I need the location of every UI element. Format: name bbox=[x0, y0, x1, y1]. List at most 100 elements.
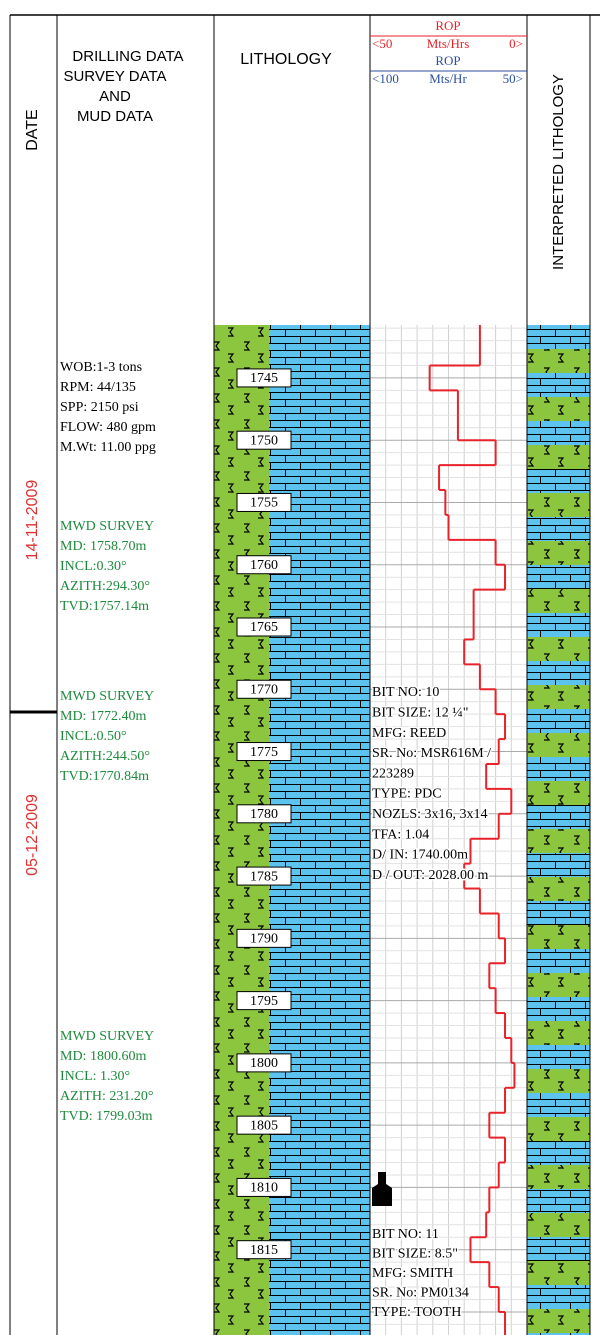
litho-band bbox=[527, 1069, 590, 1093]
drilling-header: MUD DATA bbox=[77, 108, 153, 125]
litho-band bbox=[527, 733, 590, 757]
litho-band bbox=[527, 709, 590, 733]
bit-text: NOZLS: 3x16, 3x14 bbox=[372, 807, 488, 822]
depth-label: 1785 bbox=[250, 869, 278, 884]
survey-text: AZITH:294.30° bbox=[60, 579, 150, 594]
depth-label: 1765 bbox=[250, 620, 278, 635]
depth-box bbox=[236, 928, 292, 948]
depth-box bbox=[236, 1053, 292, 1073]
litho-band bbox=[527, 1117, 590, 1141]
litho-band bbox=[527, 685, 590, 709]
bit-text: BIT NO: 10 bbox=[372, 685, 439, 700]
depth-label: 1760 bbox=[250, 558, 278, 573]
bit-icon bbox=[372, 1172, 392, 1206]
drilling-data: M.Wt: 11.00 ppg bbox=[60, 440, 156, 455]
litho-band bbox=[527, 637, 590, 661]
litho-band bbox=[527, 1237, 590, 1261]
bit-text: BIT SIZE: 8.5" bbox=[372, 1247, 458, 1262]
survey-text: AZITH: 231.20° bbox=[60, 1089, 153, 1104]
depth-label: 1770 bbox=[250, 682, 278, 697]
depth-box bbox=[236, 742, 292, 762]
rop-scale-left: <100 bbox=[372, 71, 399, 86]
litho-band bbox=[527, 589, 590, 613]
drilling-header: DRILLING DATA bbox=[72, 48, 183, 65]
bit-text: 223289 bbox=[372, 766, 414, 781]
rop-scale-left: <50 bbox=[372, 36, 392, 51]
litho-band bbox=[527, 877, 590, 901]
bit-text: MFG: SMITH bbox=[372, 1266, 453, 1281]
survey-text: INCL: 1.30° bbox=[60, 1069, 130, 1084]
litho-band bbox=[527, 805, 590, 829]
depth-box bbox=[236, 679, 292, 699]
rop-unit: Mts/Hr bbox=[429, 71, 467, 86]
frame bbox=[9, 14, 600, 1335]
bit-text: SR. No: MSR616M / bbox=[372, 746, 491, 761]
bit-text: D / OUT: 2028.00 m bbox=[372, 868, 488, 883]
survey-text: AZITH:244.50° bbox=[60, 749, 150, 764]
litho-band bbox=[527, 829, 590, 853]
rop-title: ROP bbox=[435, 18, 460, 33]
litho-band bbox=[527, 1141, 590, 1165]
date-label: 05-12-2009 bbox=[24, 794, 41, 876]
interpreted-lithology bbox=[527, 325, 590, 1335]
survey-text: TVD:1757.14m bbox=[60, 599, 149, 614]
drilling-header: SURVEY DATA bbox=[63, 68, 166, 85]
depth-label: 1810 bbox=[250, 1181, 278, 1196]
litho-band bbox=[527, 373, 590, 397]
bit-text: BIT SIZE: 12 ¼" bbox=[372, 706, 468, 721]
depth-box bbox=[236, 991, 292, 1011]
depth-label: 1775 bbox=[250, 745, 278, 760]
drilling-data: WOB:1-3 tons bbox=[60, 360, 142, 375]
survey-text: INCL:0.30° bbox=[60, 559, 127, 574]
depth-box bbox=[236, 492, 292, 512]
litho-band bbox=[527, 469, 590, 493]
depth-label: 1750 bbox=[250, 433, 278, 448]
litho-band bbox=[527, 925, 590, 949]
litho-band bbox=[527, 325, 590, 349]
litho-band bbox=[527, 1045, 590, 1069]
depth-label: 1780 bbox=[250, 807, 278, 822]
litho-band bbox=[527, 781, 590, 805]
depth-label: 1815 bbox=[250, 1243, 278, 1258]
depth-box bbox=[236, 804, 292, 824]
litho-band bbox=[527, 517, 590, 541]
litho-band bbox=[527, 1333, 590, 1335]
depth-box bbox=[236, 1177, 292, 1197]
litho-band bbox=[527, 613, 590, 637]
bit-text: D/ IN: 1740.00m bbox=[372, 848, 468, 863]
depth-box bbox=[236, 368, 292, 388]
bit-text: SR. No: PM0134 bbox=[372, 1286, 469, 1301]
survey-text: TVD:1770.84m bbox=[60, 769, 149, 784]
depth-box bbox=[236, 617, 292, 637]
survey-text: INCL:0.50° bbox=[60, 729, 127, 744]
drilling-data: RPM: 44/135 bbox=[60, 380, 136, 395]
drilling-data: FLOW: 480 gpm bbox=[60, 420, 156, 435]
litho-band bbox=[527, 901, 590, 925]
litho-band bbox=[527, 565, 590, 589]
rop-scale-right: 50> bbox=[503, 71, 523, 86]
litho-band bbox=[527, 853, 590, 877]
depth-label: 1800 bbox=[250, 1056, 278, 1071]
litho-band bbox=[527, 1261, 590, 1285]
litho-band bbox=[527, 493, 590, 517]
litho-band bbox=[527, 661, 590, 685]
date-label: 14-11-2009 bbox=[24, 480, 41, 561]
lithology-header: LITHOLOGY bbox=[240, 51, 332, 68]
litho-band bbox=[527, 1093, 590, 1117]
drilling-data: SPP: 2150 psi bbox=[60, 400, 139, 415]
bit-text: TYPE: PDC bbox=[372, 787, 442, 802]
survey-text: MD: 1772.40m bbox=[60, 709, 146, 724]
survey-text: MWD SURVEY bbox=[60, 519, 154, 534]
litho-band bbox=[527, 997, 590, 1021]
depth-label: 1805 bbox=[250, 1118, 278, 1133]
depth-box bbox=[236, 1115, 292, 1135]
litho-band bbox=[527, 1165, 590, 1189]
litho-band bbox=[527, 1189, 590, 1213]
rop-title: ROP bbox=[435, 53, 460, 68]
depth-box bbox=[236, 866, 292, 886]
litho-band bbox=[527, 349, 590, 373]
survey-text: MWD SURVEY bbox=[60, 689, 154, 704]
date-header: DATE bbox=[24, 109, 41, 150]
